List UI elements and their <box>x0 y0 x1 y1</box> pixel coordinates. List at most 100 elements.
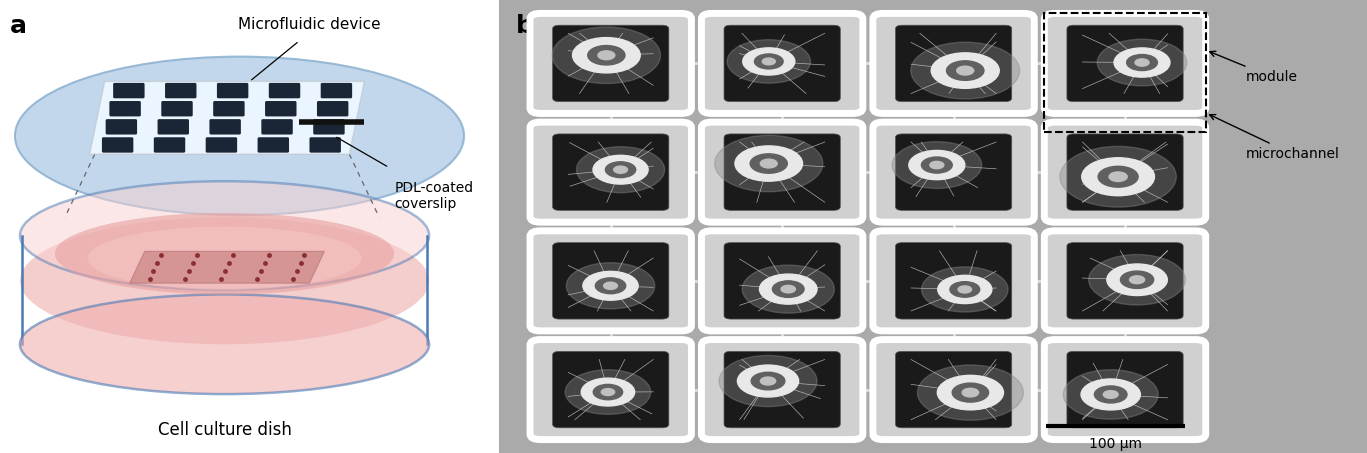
FancyBboxPatch shape <box>313 119 344 135</box>
FancyBboxPatch shape <box>261 119 293 135</box>
FancyBboxPatch shape <box>530 231 692 331</box>
Circle shape <box>552 27 660 83</box>
Circle shape <box>593 155 648 184</box>
Circle shape <box>604 282 618 289</box>
Circle shape <box>755 54 783 69</box>
Circle shape <box>962 388 979 397</box>
FancyBboxPatch shape <box>725 243 841 319</box>
Circle shape <box>781 285 796 293</box>
Text: a: a <box>10 14 27 38</box>
FancyBboxPatch shape <box>1044 340 1206 439</box>
Circle shape <box>577 147 664 193</box>
Circle shape <box>588 46 625 65</box>
FancyBboxPatch shape <box>530 122 692 222</box>
Circle shape <box>1103 390 1118 398</box>
FancyBboxPatch shape <box>113 83 145 98</box>
FancyBboxPatch shape <box>552 352 668 428</box>
Circle shape <box>1129 276 1144 284</box>
FancyBboxPatch shape <box>1066 25 1184 101</box>
Circle shape <box>1081 158 1155 196</box>
Bar <box>1044 14 1206 132</box>
FancyBboxPatch shape <box>265 101 297 116</box>
Circle shape <box>581 378 634 406</box>
FancyBboxPatch shape <box>154 137 186 153</box>
FancyBboxPatch shape <box>1044 14 1206 113</box>
Circle shape <box>1059 146 1177 207</box>
Circle shape <box>606 162 636 178</box>
FancyBboxPatch shape <box>874 122 1035 222</box>
FancyBboxPatch shape <box>1066 352 1184 428</box>
Ellipse shape <box>15 57 463 215</box>
FancyBboxPatch shape <box>874 231 1035 331</box>
FancyBboxPatch shape <box>1066 134 1184 210</box>
Circle shape <box>601 389 615 395</box>
FancyBboxPatch shape <box>895 134 1012 210</box>
Text: 100 μm: 100 μm <box>1088 437 1141 451</box>
FancyBboxPatch shape <box>209 119 241 135</box>
FancyBboxPatch shape <box>701 122 863 222</box>
Circle shape <box>760 159 778 168</box>
Circle shape <box>946 61 984 80</box>
Circle shape <box>1126 54 1158 71</box>
Circle shape <box>565 370 651 414</box>
Circle shape <box>1098 39 1187 86</box>
FancyBboxPatch shape <box>109 101 141 116</box>
Circle shape <box>1114 48 1170 77</box>
FancyBboxPatch shape <box>217 83 249 98</box>
Ellipse shape <box>21 217 429 344</box>
FancyBboxPatch shape <box>895 352 1012 428</box>
FancyBboxPatch shape <box>161 101 193 116</box>
Circle shape <box>1081 379 1140 410</box>
FancyBboxPatch shape <box>157 119 189 135</box>
FancyBboxPatch shape <box>701 14 863 113</box>
Text: Cell culture dish: Cell culture dish <box>157 421 291 439</box>
FancyBboxPatch shape <box>725 25 841 101</box>
FancyBboxPatch shape <box>1044 231 1206 331</box>
Circle shape <box>742 48 794 75</box>
Circle shape <box>1095 386 1126 403</box>
Circle shape <box>893 142 982 188</box>
Circle shape <box>1109 172 1128 182</box>
Polygon shape <box>130 251 324 283</box>
Circle shape <box>917 365 1024 420</box>
Text: PDL-coated
coverslip: PDL-coated coverslip <box>394 181 473 212</box>
FancyBboxPatch shape <box>552 134 668 210</box>
Circle shape <box>735 146 802 181</box>
Circle shape <box>752 372 785 390</box>
Circle shape <box>760 274 817 304</box>
FancyBboxPatch shape <box>205 137 236 153</box>
Polygon shape <box>90 82 364 154</box>
FancyBboxPatch shape <box>309 137 340 153</box>
FancyBboxPatch shape <box>213 101 245 116</box>
Circle shape <box>715 135 823 192</box>
FancyBboxPatch shape <box>874 14 1035 113</box>
Circle shape <box>930 161 943 169</box>
Ellipse shape <box>21 294 429 394</box>
Circle shape <box>763 58 775 65</box>
Circle shape <box>760 377 775 385</box>
FancyBboxPatch shape <box>105 119 137 135</box>
Circle shape <box>566 263 655 309</box>
FancyBboxPatch shape <box>874 340 1035 439</box>
FancyBboxPatch shape <box>530 14 692 113</box>
Text: Microfluidic device: Microfluidic device <box>238 17 380 32</box>
Circle shape <box>1107 264 1167 295</box>
FancyBboxPatch shape <box>1066 243 1184 319</box>
Ellipse shape <box>55 213 394 294</box>
Circle shape <box>921 157 953 173</box>
FancyBboxPatch shape <box>701 340 863 439</box>
Circle shape <box>1135 59 1150 66</box>
Circle shape <box>1088 255 1185 305</box>
FancyBboxPatch shape <box>257 137 288 153</box>
Circle shape <box>938 376 1003 410</box>
FancyBboxPatch shape <box>895 243 1012 319</box>
FancyBboxPatch shape <box>701 231 863 331</box>
FancyBboxPatch shape <box>1044 122 1206 222</box>
Circle shape <box>958 286 972 293</box>
FancyBboxPatch shape <box>103 137 134 153</box>
FancyBboxPatch shape <box>321 83 353 98</box>
Circle shape <box>1064 370 1158 419</box>
Circle shape <box>593 385 622 400</box>
FancyBboxPatch shape <box>269 83 301 98</box>
Ellipse shape <box>87 226 362 290</box>
